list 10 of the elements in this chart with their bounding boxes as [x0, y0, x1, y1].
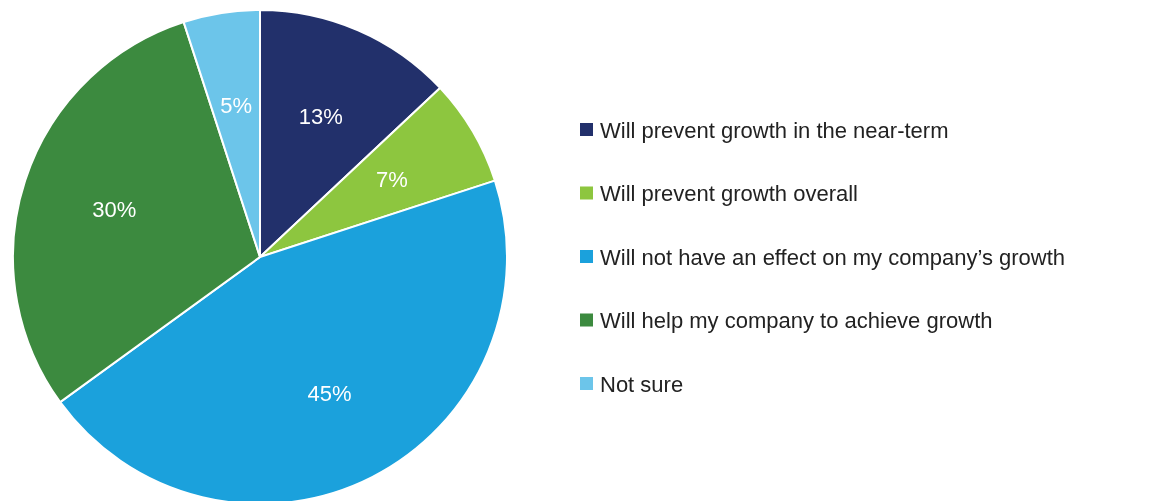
legend-label: Will prevent growth overall	[600, 181, 858, 207]
legend-label: Will help my company to achieve growth	[600, 308, 993, 334]
legend-label: Will prevent growth in the near-term	[600, 117, 949, 143]
data-label: 30%	[92, 197, 137, 223]
data-label: 45%	[307, 381, 352, 407]
legend-label: Not sure	[600, 371, 684, 397]
data-label: 7%	[375, 166, 408, 192]
data-label: 5%	[220, 93, 252, 119]
data-label: 13%	[298, 104, 343, 130]
legend-label: Will not have an effect on my company’s growth	[600, 244, 1066, 270]
